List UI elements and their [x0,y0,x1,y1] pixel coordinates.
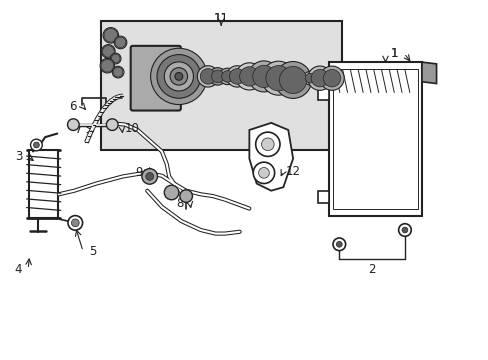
Text: 5: 5 [89,245,96,258]
Circle shape [332,238,345,251]
Circle shape [208,68,226,85]
Text: 9: 9 [135,166,142,179]
Circle shape [71,219,79,227]
Circle shape [150,48,206,104]
Circle shape [239,67,259,86]
Circle shape [104,28,117,42]
Circle shape [307,66,331,90]
Circle shape [219,68,235,85]
Circle shape [261,138,274,150]
Bar [317,87,328,100]
Circle shape [100,58,115,73]
Circle shape [68,216,82,230]
Circle shape [255,132,280,156]
Bar [29,150,58,217]
Circle shape [303,71,316,85]
FancyBboxPatch shape [130,46,181,111]
Circle shape [323,69,340,87]
Circle shape [265,66,290,91]
Circle shape [398,224,410,236]
Circle shape [279,66,306,94]
Circle shape [164,62,193,91]
Circle shape [170,68,187,85]
Circle shape [114,36,126,49]
Circle shape [145,172,153,180]
Circle shape [157,55,201,98]
Circle shape [175,72,183,80]
Circle shape [110,53,121,64]
Polygon shape [421,62,436,84]
Circle shape [197,66,218,87]
Bar [101,21,341,150]
Circle shape [33,142,39,148]
Text: 6: 6 [69,100,77,113]
Polygon shape [249,123,292,191]
Text: 11: 11 [213,12,228,25]
Circle shape [226,66,247,87]
Circle shape [102,45,115,58]
Circle shape [252,65,275,87]
Circle shape [274,62,311,98]
Circle shape [115,37,125,48]
Circle shape [211,70,224,83]
Circle shape [261,61,295,95]
Circle shape [142,169,157,184]
Text: 8: 8 [176,197,183,210]
Circle shape [30,139,42,151]
Circle shape [310,69,328,87]
Circle shape [319,66,344,90]
Circle shape [102,46,114,57]
Circle shape [103,28,118,43]
Text: 1: 1 [390,47,397,60]
Text: 10: 10 [124,122,139,135]
Text: 1: 1 [390,47,397,60]
Text: 4: 4 [15,263,22,276]
Circle shape [112,66,123,78]
Circle shape [253,162,274,184]
Circle shape [200,69,215,84]
Text: 3: 3 [15,150,22,163]
Bar [332,69,417,208]
Circle shape [111,54,120,63]
Text: 11: 11 [213,12,228,25]
Circle shape [164,185,179,200]
Text: 7: 7 [75,123,83,136]
Text: 2: 2 [367,263,375,276]
Circle shape [106,119,118,130]
Circle shape [180,190,192,202]
Circle shape [336,242,342,247]
Circle shape [221,71,233,82]
Circle shape [258,167,269,178]
Circle shape [248,61,279,92]
Text: 12: 12 [285,165,300,177]
Bar [317,191,328,203]
Circle shape [235,63,263,90]
Circle shape [229,69,244,84]
Circle shape [67,119,79,130]
Circle shape [113,67,122,77]
Circle shape [401,227,407,233]
Circle shape [305,73,314,83]
Circle shape [101,59,114,72]
Bar [328,62,421,216]
